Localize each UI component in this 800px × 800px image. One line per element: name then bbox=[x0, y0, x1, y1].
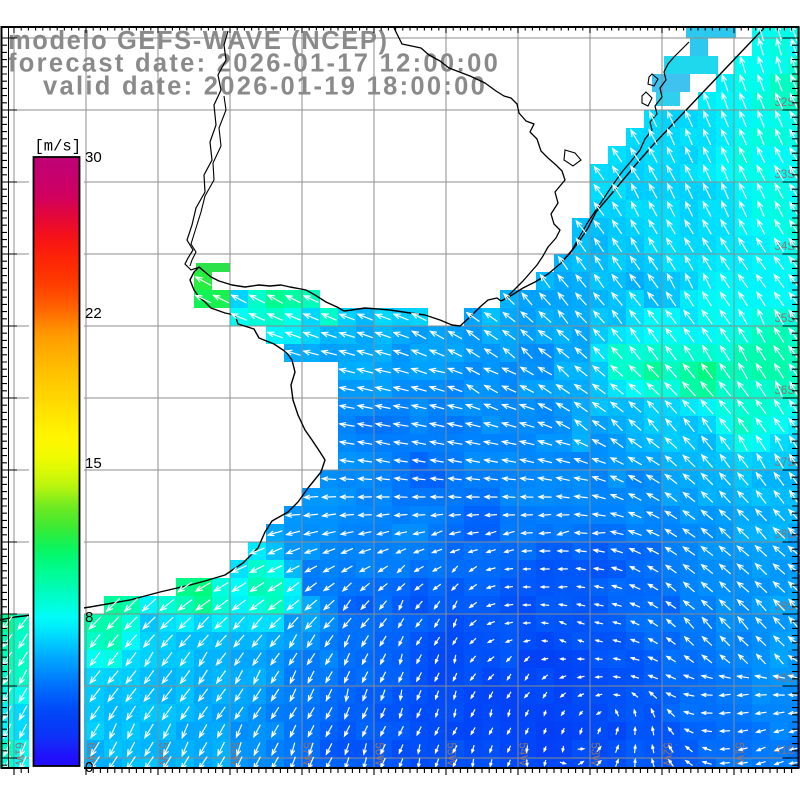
svg-text:8: 8 bbox=[85, 609, 93, 626]
svg-text:modelo GEFS-WAVE (NCEP): modelo GEFS-WAVE (NCEP) bbox=[8, 27, 389, 55]
svg-text:57W: 57W bbox=[301, 742, 313, 766]
svg-text:forecast date: 2026-01-17 12:0: forecast date: 2026-01-17 12:00:00 bbox=[8, 50, 500, 78]
svg-text:22: 22 bbox=[85, 305, 102, 322]
svg-text:36S: 36S bbox=[775, 385, 796, 397]
svg-text:61W: 61W bbox=[13, 742, 25, 766]
svg-text:60W: 60W bbox=[85, 742, 97, 766]
svg-text:59W: 59W bbox=[157, 742, 169, 766]
svg-text:valid date: 2026-01-19 18:00:0: valid date: 2026-01-19 18:00:00 bbox=[43, 73, 487, 101]
svg-text:58W: 58W bbox=[229, 742, 241, 766]
svg-text:0: 0 bbox=[85, 759, 93, 776]
svg-text:30: 30 bbox=[85, 149, 102, 166]
svg-text:33S: 33S bbox=[775, 169, 796, 181]
svg-text:53W: 53W bbox=[589, 742, 601, 766]
svg-text:56W: 56W bbox=[373, 742, 385, 766]
svg-text:54W: 54W bbox=[517, 742, 529, 766]
svg-text:15: 15 bbox=[85, 455, 102, 472]
svg-text:41S: 41S bbox=[775, 745, 796, 757]
svg-text:32S: 32S bbox=[775, 97, 796, 109]
svg-text:55W: 55W bbox=[445, 742, 457, 766]
svg-text:[m/s]: [m/s] bbox=[35, 138, 82, 156]
svg-text:37S: 37S bbox=[775, 457, 796, 469]
svg-text:34S: 34S bbox=[775, 241, 796, 253]
